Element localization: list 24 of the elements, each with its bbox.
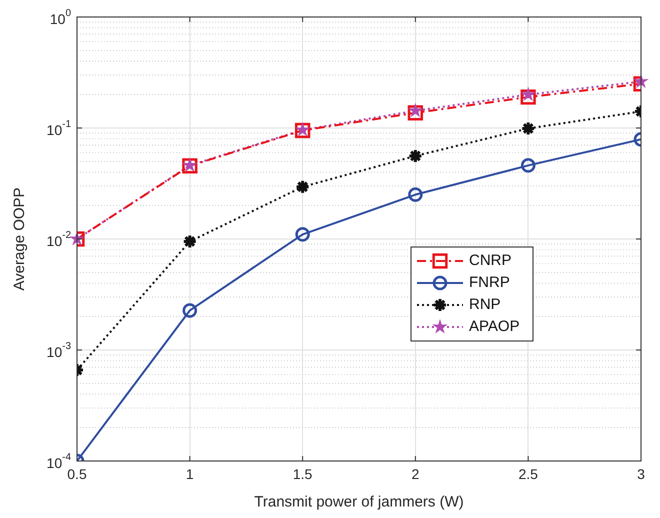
legend-label: APAOP: [469, 318, 520, 336]
x-axis-title: Transmit power of jammers (W): [254, 494, 464, 511]
point: [182, 303, 198, 318]
point: [520, 86, 536, 102]
x-tick-label: 0.5: [67, 466, 87, 482]
point: [520, 89, 536, 105]
point: [520, 158, 536, 173]
point: [408, 102, 424, 118]
point: [295, 227, 310, 242]
x-tick-label: 1: [186, 466, 194, 482]
point: [408, 148, 423, 164]
x-tick-label: 1.5: [292, 466, 313, 482]
x-tick-label: 2: [412, 466, 420, 482]
y-axis-title: Average OOPP: [11, 187, 28, 291]
legend-label: CNRP: [469, 252, 512, 270]
point: [182, 234, 198, 249]
x-tick-label: 2.5: [518, 466, 538, 482]
x-tick-label: 3: [637, 466, 646, 482]
point: [295, 179, 310, 194]
point: [408, 187, 423, 202]
legend-label: RNP: [469, 296, 501, 314]
point: [408, 105, 424, 120]
legend-label: FNRP: [469, 274, 510, 292]
point: [520, 120, 536, 136]
